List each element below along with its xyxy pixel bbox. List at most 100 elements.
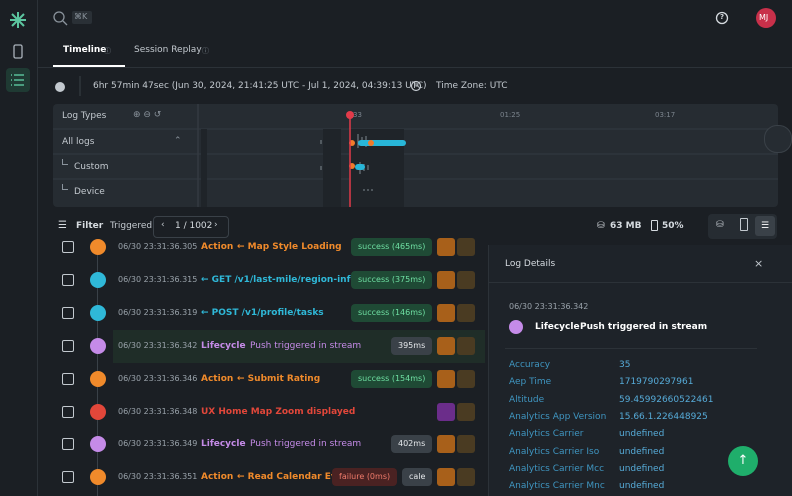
- chat-button[interactable]: [764, 125, 792, 153]
- field-key: Accuracy: [509, 360, 550, 370]
- log-time: 06/30 23:31:36.348: [118, 407, 197, 416]
- log-type[interactable]: All logs: [62, 137, 94, 147]
- row-action[interactable]: [457, 468, 475, 486]
- row-action[interactable]: [457, 238, 475, 256]
- log-icon: [90, 404, 106, 420]
- details-title: Log Details: [505, 259, 555, 269]
- log-time: 06/30 23:31:36.305: [118, 242, 197, 251]
- log-time: 06/30 23:31:36.349: [118, 439, 197, 448]
- log-label: Action: [201, 374, 233, 384]
- details-icon: [509, 320, 523, 334]
- checkbox[interactable]: [62, 406, 74, 418]
- field-key: Analytics Carrier Mnc: [509, 481, 605, 491]
- log-type-branch: [62, 159, 68, 165]
- row-action[interactable]: [437, 271, 455, 289]
- log-label: Action: [201, 472, 233, 482]
- status-badge: success (465ms): [351, 238, 432, 256]
- log-icon: [90, 338, 106, 354]
- field-key: Aep Time: [509, 377, 551, 387]
- log-text: ← Map Style Loading: [237, 242, 342, 252]
- status-badge: 395ms: [391, 337, 432, 355]
- field-value: undefined: [619, 447, 664, 457]
- log-label: Lifecycle: [201, 439, 246, 449]
- log-time: 06/30 23:31:36.315: [118, 275, 197, 284]
- field-value: undefined: [619, 464, 664, 474]
- field-key: Analytics Carrier Iso: [509, 447, 599, 457]
- row-action[interactable]: [457, 403, 475, 421]
- tab[interactable]: Timeline: [63, 45, 106, 55]
- help-mark[interactable]: ?: [720, 13, 724, 21]
- log-icon: [90, 272, 106, 288]
- checkbox[interactable]: [62, 438, 74, 450]
- log-icon: [90, 239, 106, 255]
- row-action[interactable]: [437, 468, 455, 486]
- row-action[interactable]: [457, 370, 475, 388]
- filter-icon[interactable]: ☰: [58, 220, 67, 231]
- row-action[interactable]: [457, 304, 475, 322]
- log-time: 06/30 23:31:36.319: [118, 308, 197, 317]
- status-badge: cale: [402, 468, 432, 486]
- status-badge: failure (0ms): [332, 468, 397, 486]
- triggered: Triggered: [110, 221, 152, 231]
- pager-prev[interactable]: ‹: [161, 220, 165, 230]
- field-value: 59.45992660522461: [619, 395, 713, 405]
- zoom-icons[interactable]: ⊕ ⊖ ↺: [133, 110, 161, 120]
- row-action[interactable]: [437, 370, 455, 388]
- view-device[interactable]: [740, 218, 748, 231]
- log-type[interactable]: Custom: [74, 162, 108, 172]
- row-action[interactable]: [437, 304, 455, 322]
- filter[interactable]: Filter: [76, 221, 103, 231]
- checkbox[interactable]: [62, 274, 74, 286]
- status-badge: success (146ms): [351, 304, 432, 322]
- log-time: 06/30 23:31:36.342: [118, 341, 197, 350]
- top-icons: [0, 0, 792, 40]
- field-value: undefined: [619, 429, 664, 439]
- pager-next[interactable]: ›: [214, 220, 218, 230]
- checkbox[interactable]: [62, 241, 74, 253]
- log-label: Action: [201, 242, 233, 252]
- tab-info: ⓘ: [104, 46, 111, 56]
- battery: 50%: [662, 221, 684, 231]
- collapse-icon[interactable]: ⌃: [174, 136, 182, 146]
- row-action[interactable]: [437, 435, 455, 453]
- log-time: 06/30 23:31:36.351: [118, 472, 197, 481]
- avatar[interactable]: MJ: [759, 13, 768, 22]
- field-key: Altitude: [509, 395, 544, 405]
- search-shortcut[interactable]: ⌘K: [74, 12, 87, 21]
- field-value: undefined: [619, 481, 664, 491]
- divider: [489, 282, 792, 283]
- log-type[interactable]: Device: [74, 187, 105, 197]
- log-text: UX Home Map Zoom displayed: [201, 407, 355, 417]
- timeline-tick: 01:25: [500, 111, 520, 119]
- checkbox[interactable]: [62, 373, 74, 385]
- checkbox[interactable]: [62, 471, 74, 483]
- view-db[interactable]: ⛁: [716, 220, 724, 230]
- log-text: ← Submit Rating: [237, 374, 320, 384]
- field-key: Analytics Carrier Mcc: [509, 464, 604, 474]
- time-zone[interactable]: Time Zone: UTC: [436, 81, 508, 91]
- scroll-top-button[interactable]: ↑: [728, 446, 758, 476]
- row-action[interactable]: [457, 271, 475, 289]
- checkbox[interactable]: [62, 340, 74, 352]
- divider: [505, 348, 757, 349]
- row-action[interactable]: [437, 238, 455, 256]
- tab-info: ⓘ: [202, 46, 209, 56]
- row-action[interactable]: [457, 435, 475, 453]
- field-key: Analytics App Version: [509, 412, 606, 422]
- log-icon: [90, 436, 106, 452]
- row-action[interactable]: [437, 337, 455, 355]
- timeline-tick: 03:17: [655, 111, 675, 119]
- view-list[interactable]: ☰: [755, 216, 775, 236]
- divider: [38, 67, 792, 68]
- timeline-tick: 33: [353, 111, 362, 119]
- checkbox[interactable]: [62, 307, 74, 319]
- close[interactable]: ×: [754, 257, 763, 270]
- row-action[interactable]: [437, 403, 455, 421]
- status-badge: success (154ms): [351, 370, 432, 388]
- memory-icon: ⛁: [597, 221, 605, 231]
- tab[interactable]: Session Replay: [134, 45, 202, 55]
- log-text: ← POST /v1/profile/tasks: [201, 308, 324, 318]
- battery-icon: [651, 220, 658, 231]
- row-action[interactable]: [457, 337, 475, 355]
